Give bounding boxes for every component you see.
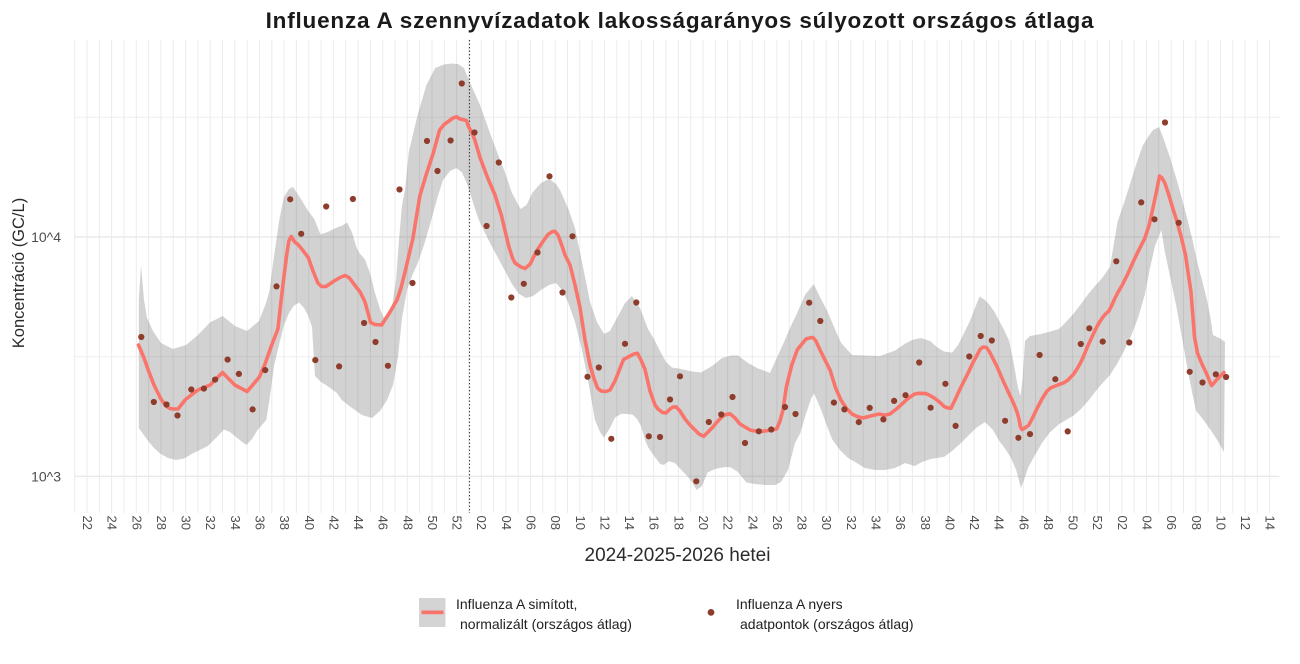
svg-text:48: 48 bbox=[1041, 516, 1056, 530]
svg-text:52: 52 bbox=[450, 516, 465, 530]
svg-text:40: 40 bbox=[942, 516, 957, 530]
svg-text:38: 38 bbox=[277, 516, 292, 530]
svg-text:18: 18 bbox=[671, 516, 686, 530]
svg-text:06: 06 bbox=[1164, 516, 1179, 530]
svg-text:Koncentráció (GC/L): Koncentráció (GC/L) bbox=[10, 198, 28, 348]
svg-text:12: 12 bbox=[597, 516, 612, 530]
svg-text:Influenza A szennyvízadatok la: Influenza A szennyvízadatok lakosságarán… bbox=[266, 8, 1095, 33]
svg-text:42: 42 bbox=[326, 516, 341, 530]
svg-text:08: 08 bbox=[548, 516, 563, 530]
svg-text:46: 46 bbox=[1016, 516, 1031, 530]
svg-text:10^4: 10^4 bbox=[31, 229, 61, 245]
svg-text:08: 08 bbox=[1189, 516, 1204, 530]
svg-text:04: 04 bbox=[1140, 516, 1155, 530]
svg-text:24: 24 bbox=[745, 516, 760, 530]
svg-text:26: 26 bbox=[129, 516, 144, 530]
svg-text:Influenza A simított,: Influenza A simított, bbox=[456, 596, 577, 612]
svg-text:04: 04 bbox=[499, 516, 514, 530]
svg-text:48: 48 bbox=[400, 516, 415, 530]
svg-text:14: 14 bbox=[622, 516, 637, 530]
svg-text:10^3: 10^3 bbox=[31, 468, 61, 484]
svg-text:30: 30 bbox=[819, 516, 834, 530]
svg-text:02: 02 bbox=[1115, 516, 1130, 530]
svg-text:22: 22 bbox=[80, 516, 95, 530]
svg-text:Influenza A nyers: Influenza A nyers bbox=[736, 596, 843, 612]
svg-text:32: 32 bbox=[203, 516, 218, 530]
svg-text:40: 40 bbox=[302, 516, 317, 530]
svg-text:34: 34 bbox=[869, 516, 884, 530]
svg-text:34: 34 bbox=[228, 516, 243, 530]
svg-text:24: 24 bbox=[105, 516, 120, 530]
svg-text:32: 32 bbox=[844, 516, 859, 530]
svg-text:42: 42 bbox=[967, 516, 982, 530]
svg-text:50: 50 bbox=[425, 516, 440, 530]
svg-text:38: 38 bbox=[918, 516, 933, 530]
svg-text:adatpontok (országos átlag): adatpontok (országos átlag) bbox=[740, 616, 914, 632]
svg-text:46: 46 bbox=[376, 516, 391, 530]
svg-text:2024-2025-2026 hetei: 2024-2025-2026 hetei bbox=[585, 545, 771, 566]
svg-text:44: 44 bbox=[351, 516, 366, 530]
svg-text:20: 20 bbox=[696, 516, 711, 530]
svg-text:50: 50 bbox=[1066, 516, 1081, 530]
svg-text:36: 36 bbox=[893, 516, 908, 530]
svg-text:14: 14 bbox=[1263, 516, 1278, 530]
svg-text:44: 44 bbox=[992, 516, 1007, 530]
svg-text:22: 22 bbox=[721, 516, 736, 530]
svg-text:12: 12 bbox=[1238, 516, 1253, 530]
svg-text:02: 02 bbox=[474, 516, 489, 530]
svg-text:30: 30 bbox=[179, 516, 194, 530]
svg-text:28: 28 bbox=[154, 516, 169, 530]
svg-text:06: 06 bbox=[524, 516, 539, 530]
svg-text:10: 10 bbox=[573, 516, 588, 530]
svg-text:normalizált (országos átlag): normalizált (országos átlag) bbox=[460, 616, 632, 632]
svg-text:36: 36 bbox=[253, 516, 268, 530]
svg-text:26: 26 bbox=[770, 516, 785, 530]
svg-text:52: 52 bbox=[1090, 516, 1105, 530]
svg-text:10: 10 bbox=[1213, 516, 1228, 530]
svg-text:28: 28 bbox=[795, 516, 810, 530]
svg-text:16: 16 bbox=[647, 516, 662, 530]
